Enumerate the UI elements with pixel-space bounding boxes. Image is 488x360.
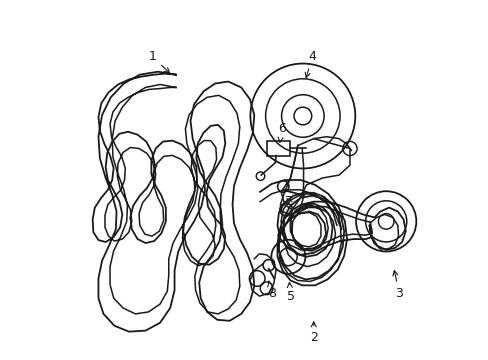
- Text: 3: 3: [392, 271, 403, 300]
- Text: 6: 6: [277, 122, 285, 142]
- Text: 1: 1: [148, 50, 169, 73]
- Text: 2: 2: [309, 322, 317, 344]
- Text: 8: 8: [267, 281, 275, 300]
- Text: 7: 7: [285, 195, 292, 208]
- Text: 4: 4: [305, 50, 316, 78]
- Text: 5: 5: [286, 283, 294, 303]
